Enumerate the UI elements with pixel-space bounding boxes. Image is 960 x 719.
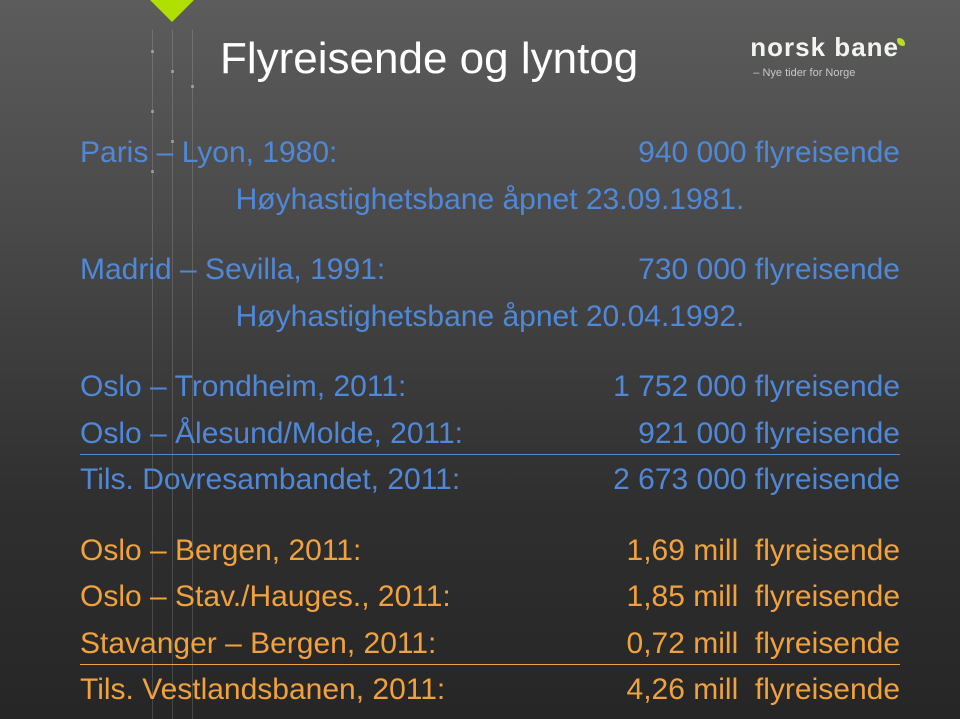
value-number: 1,85 mill xyxy=(627,580,739,613)
route-label: Madrid – Sevilla, 1991: xyxy=(80,247,385,294)
value-label: 1,85 mill flyreisende xyxy=(627,574,900,621)
note-line: Høyhastighetsbane åpnet 20.04.1992. xyxy=(80,294,900,341)
value-number: 4,26 mill xyxy=(627,673,739,706)
data-row: Oslo – Ålesund/Molde, 2011: 921 000 flyre… xyxy=(80,411,900,458)
row-group: Paris – Lyon, 1980: 940 000 flyreisendeHø… xyxy=(80,130,900,223)
route-label: Oslo – Bergen, 2011: xyxy=(80,528,361,575)
value-label: 1,69 mill flyreisende xyxy=(627,528,900,575)
data-row: Stavanger – Bergen, 2011: 0,72 mill flyre… xyxy=(80,621,900,668)
data-row: Oslo – Trondheim, 2011: 1 752 000 flyreis… xyxy=(80,364,900,411)
data-row: Oslo – Stav./Hauges., 2011: 1,85 mill fly… xyxy=(80,574,900,621)
row-group: Madrid – Sevilla, 1991: 730 000 flyreisen… xyxy=(80,247,900,340)
route-label: Oslo – Ålesund/Molde, 2011: xyxy=(80,411,463,458)
accent-triangle xyxy=(150,0,194,22)
value-label: 2 673 000 flyreisende xyxy=(613,457,900,504)
value-unit: flyreisende xyxy=(755,534,900,567)
value-number: 0,72 mill xyxy=(627,627,739,660)
value-label: 1 752 000 flyreisende xyxy=(613,364,900,411)
brand-logo: norsk bane – Nye tider for Norge xyxy=(750,32,905,79)
value-unit: flyreisende xyxy=(755,580,900,613)
route-label: Tils. Dovresambandet, 2011: xyxy=(80,457,460,504)
slide-body: Paris – Lyon, 1980:940 000 flyreisendeHø… xyxy=(80,130,900,719)
value-label: 730 000 flyreisende xyxy=(638,247,900,294)
slide-title: Flyreisende og lyntog xyxy=(220,34,638,84)
route-label: Paris – Lyon, 1980: xyxy=(80,130,337,177)
route-label: Stavanger – Bergen, 2011: xyxy=(80,621,436,668)
value-number: 1,69 mill xyxy=(627,534,739,567)
data-row: Paris – Lyon, 1980: 940 000 flyreisende xyxy=(80,130,900,177)
value-label: 0,72 mill flyreisende xyxy=(627,621,900,668)
route-label: Tils. Vestlandsbanen, 2011: xyxy=(80,667,445,714)
row-group: Oslo – Trondheim, 2011: 1 752 000 flyreis… xyxy=(80,364,900,504)
data-row: Tils. Vestlandsbanen, 2011: 4,26 mill fly… xyxy=(80,667,900,714)
brand-name: norsk bane xyxy=(750,32,905,63)
brand-tagline: – Nye tider for Norge xyxy=(753,67,905,79)
value-unit: flyreisende xyxy=(755,673,900,706)
data-row: Oslo – Bergen, 2011: 1,69 mill flyreisend… xyxy=(80,528,900,575)
data-row: Tils. Dovresambandet, 2011: 2 673 000 fly… xyxy=(80,457,900,504)
value-label: 921 000 flyreisende xyxy=(638,411,900,458)
route-label: Oslo – Trondheim, 2011: xyxy=(80,364,406,411)
value-unit: flyreisende xyxy=(755,627,900,660)
row-group: Oslo – Bergen, 2011: 1,69 mill flyreisend… xyxy=(80,528,900,714)
note-line: Høyhastighetsbane åpnet 23.09.1981. xyxy=(80,177,900,224)
route-label: Oslo – Stav./Hauges., 2011: xyxy=(80,574,451,621)
value-label: 4,26 mill flyreisende xyxy=(627,667,900,714)
value-label: 940 000 flyreisende xyxy=(638,130,900,177)
data-row: Madrid – Sevilla, 1991: 730 000 flyreisen… xyxy=(80,247,900,294)
